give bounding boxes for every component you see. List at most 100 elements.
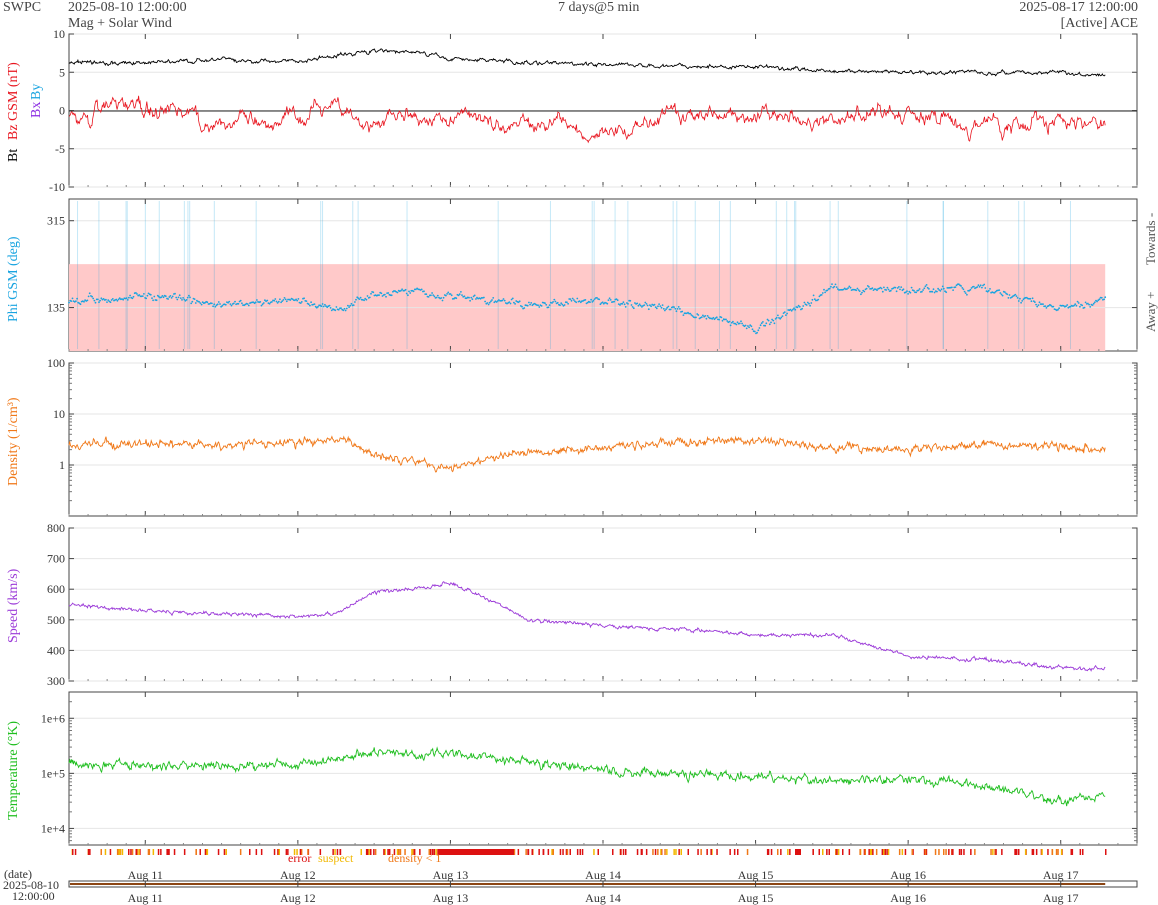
phi-point bbox=[432, 294, 435, 296]
flag-mark bbox=[770, 849, 773, 855]
flag-mark bbox=[1031, 849, 1034, 855]
phi-point bbox=[966, 293, 968, 296]
phi-point bbox=[183, 298, 186, 301]
flag-mark bbox=[884, 849, 886, 855]
phi-point bbox=[126, 299, 129, 301]
phi-point bbox=[972, 285, 975, 288]
phi-point bbox=[502, 298, 505, 300]
phi-point bbox=[181, 299, 183, 301]
flag-mark bbox=[116, 849, 119, 855]
density-series bbox=[68, 435, 1106, 473]
phi-point bbox=[922, 289, 924, 291]
flag-mark bbox=[826, 849, 828, 855]
phi-point bbox=[575, 301, 578, 304]
ylabel-bz: Bz GSM (nT) bbox=[6, 62, 21, 140]
phi-point bbox=[871, 287, 874, 290]
x-tick-label: Aug 13 bbox=[433, 891, 469, 905]
flag-mark bbox=[531, 849, 533, 855]
phi-point bbox=[385, 295, 387, 298]
phi-point bbox=[764, 324, 767, 327]
phi-point bbox=[904, 291, 907, 294]
phi-point bbox=[675, 310, 678, 313]
phi-point bbox=[328, 304, 331, 307]
flag-mark bbox=[72, 849, 74, 855]
phi-point bbox=[584, 299, 587, 301]
phi-point bbox=[400, 289, 402, 292]
flag-mark bbox=[1071, 849, 1074, 855]
phi-point bbox=[530, 302, 533, 304]
range-start-date: 2025-08-10 bbox=[3, 878, 59, 892]
phi-point bbox=[654, 306, 657, 308]
temperature-panel: 1e+4 1e+5 1e+6 Temperature (°K) bbox=[6, 692, 1138, 845]
phi-point bbox=[174, 292, 176, 295]
phi-point bbox=[109, 301, 112, 304]
phi-point bbox=[168, 296, 171, 298]
phi-point bbox=[1050, 304, 1052, 307]
phi-point bbox=[1016, 297, 1019, 299]
flag-mark bbox=[787, 849, 789, 855]
flag-mark bbox=[157, 849, 160, 855]
phi-point bbox=[918, 288, 921, 290]
phi-point bbox=[372, 291, 375, 294]
phi-point bbox=[475, 298, 477, 300]
speed-frame bbox=[68, 527, 1138, 682]
phi-point bbox=[430, 294, 432, 297]
phi-point bbox=[615, 298, 618, 301]
flag-mark bbox=[433, 849, 436, 855]
phi-point bbox=[691, 315, 694, 317]
phi-point bbox=[994, 290, 997, 293]
phi-point bbox=[570, 299, 573, 302]
flag-mark bbox=[299, 849, 302, 855]
phi-point bbox=[206, 301, 209, 304]
flag-mark bbox=[945, 849, 947, 855]
phi-point bbox=[96, 298, 99, 301]
flag-mark bbox=[273, 849, 276, 855]
phi-point bbox=[1044, 305, 1047, 307]
phi-point bbox=[657, 305, 659, 308]
phi-point bbox=[782, 312, 785, 314]
phi-point bbox=[926, 286, 929, 289]
phi-point bbox=[567, 302, 569, 305]
flag-mark bbox=[835, 849, 837, 855]
phi-point bbox=[613, 300, 616, 303]
phi-point bbox=[171, 295, 174, 298]
phi-point bbox=[446, 293, 448, 295]
phi-point bbox=[279, 298, 281, 301]
flag-mark bbox=[1070, 849, 1072, 855]
flag-mark bbox=[777, 849, 779, 855]
flag-mark bbox=[952, 849, 954, 855]
flag-mark bbox=[864, 849, 866, 855]
phi-point bbox=[221, 304, 224, 307]
phi-point bbox=[412, 290, 415, 293]
flag-mark bbox=[812, 849, 814, 855]
phi-point bbox=[442, 296, 445, 299]
y-tick-label: 1 bbox=[59, 458, 65, 472]
phi-point bbox=[932, 288, 935, 291]
phi-point bbox=[1007, 297, 1010, 299]
phi-point bbox=[232, 302, 235, 305]
phi-panel: 135 315 Phi GSM (deg) Towards - Away + bbox=[6, 199, 1158, 351]
flag-mark bbox=[87, 849, 90, 855]
phi-point bbox=[1104, 296, 1107, 299]
phi-point bbox=[898, 286, 900, 288]
phi-point bbox=[211, 302, 213, 305]
phi-point bbox=[942, 287, 945, 290]
x-tick-label: Aug 12 bbox=[280, 868, 316, 882]
phi-point bbox=[436, 294, 439, 297]
phi-point bbox=[781, 315, 784, 317]
flag-mark bbox=[799, 849, 801, 855]
flag-mark bbox=[943, 849, 945, 855]
phi-point bbox=[198, 301, 201, 303]
flag-mark bbox=[89, 849, 91, 855]
flag-mark bbox=[938, 849, 940, 855]
phi-point bbox=[998, 289, 1001, 291]
phi-point bbox=[894, 286, 897, 289]
phi-point bbox=[513, 301, 515, 304]
phi-point bbox=[343, 307, 346, 310]
phi-point bbox=[366, 295, 369, 297]
phi-point bbox=[921, 290, 923, 293]
phi-point bbox=[659, 305, 662, 307]
x-tick-label: Aug 14 bbox=[585, 891, 621, 905]
phi-point bbox=[740, 320, 742, 323]
